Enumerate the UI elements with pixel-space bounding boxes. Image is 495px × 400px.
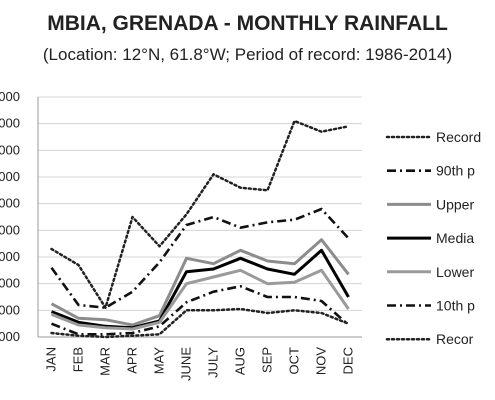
x-tick-label: MAY — [152, 347, 167, 375]
series-line — [50, 119, 350, 309]
x-tick-label: JULY — [206, 347, 221, 378]
legend-label: Media — [436, 230, 474, 246]
x-tick-label: JAN — [44, 347, 59, 372]
legend: Record 90th p Upper Media Lower 10th p Recor — [385, 129, 481, 347]
y-tick-label: 000 — [0, 222, 20, 237]
legend-label: 10th p — [436, 298, 475, 314]
x-tick-labels: JAN FEB MAR APR MAY JUNE JULY AUG SEP OCT NOV DEC — [44, 347, 356, 381]
y-tick-label: 000 — [0, 196, 20, 211]
x-tick-label: MAR — [98, 347, 113, 376]
y-tick-label: 000 — [0, 169, 20, 184]
x-tick-label: AUG — [233, 347, 248, 375]
legend-label: 90th p — [436, 163, 475, 179]
y-tick-label: 000 — [0, 302, 20, 317]
series-line — [50, 207, 350, 310]
x-tick-label: FEB — [71, 347, 86, 372]
x-tick-label: NOV — [314, 347, 329, 376]
legend-label: Lower — [436, 264, 474, 280]
series-line — [50, 307, 350, 339]
x-tick-label: OCT — [287, 347, 302, 375]
axes — [37, 97, 362, 338]
chart-title: MBIA, GRENADA - MONTHLY RAINFALL — [47, 12, 448, 35]
series-line — [50, 248, 350, 330]
series-line — [50, 268, 350, 331]
x-tick-label: SEP — [260, 347, 275, 373]
y-tick-label: 000 — [0, 276, 20, 291]
series-line — [51, 284, 350, 336]
x-tick-label: JUNE — [179, 347, 194, 381]
gridlines — [38, 96, 362, 338]
y-tick-label: 000 — [0, 89, 20, 104]
legend-label: Record — [436, 129, 481, 145]
legend-label: Upper — [436, 196, 474, 212]
series-lines — [50, 119, 350, 339]
series-line — [50, 238, 350, 327]
x-tick-label: DEC — [341, 347, 356, 374]
y-tick-labels: 000 000 000 000 000 000 000 000 000 000 — [0, 89, 20, 344]
legend-label: Recor — [436, 331, 474, 347]
y-tick-label: 000 — [0, 249, 20, 264]
y-tick-label: 000 — [0, 142, 20, 157]
y-tick-label: 000 — [0, 329, 20, 344]
x-tick-label: APR — [125, 347, 140, 374]
y-tick-label: 000 — [0, 116, 20, 131]
chart-subtitle: (Location: 12°N, 61.8°W; Period of recor… — [42, 45, 453, 64]
